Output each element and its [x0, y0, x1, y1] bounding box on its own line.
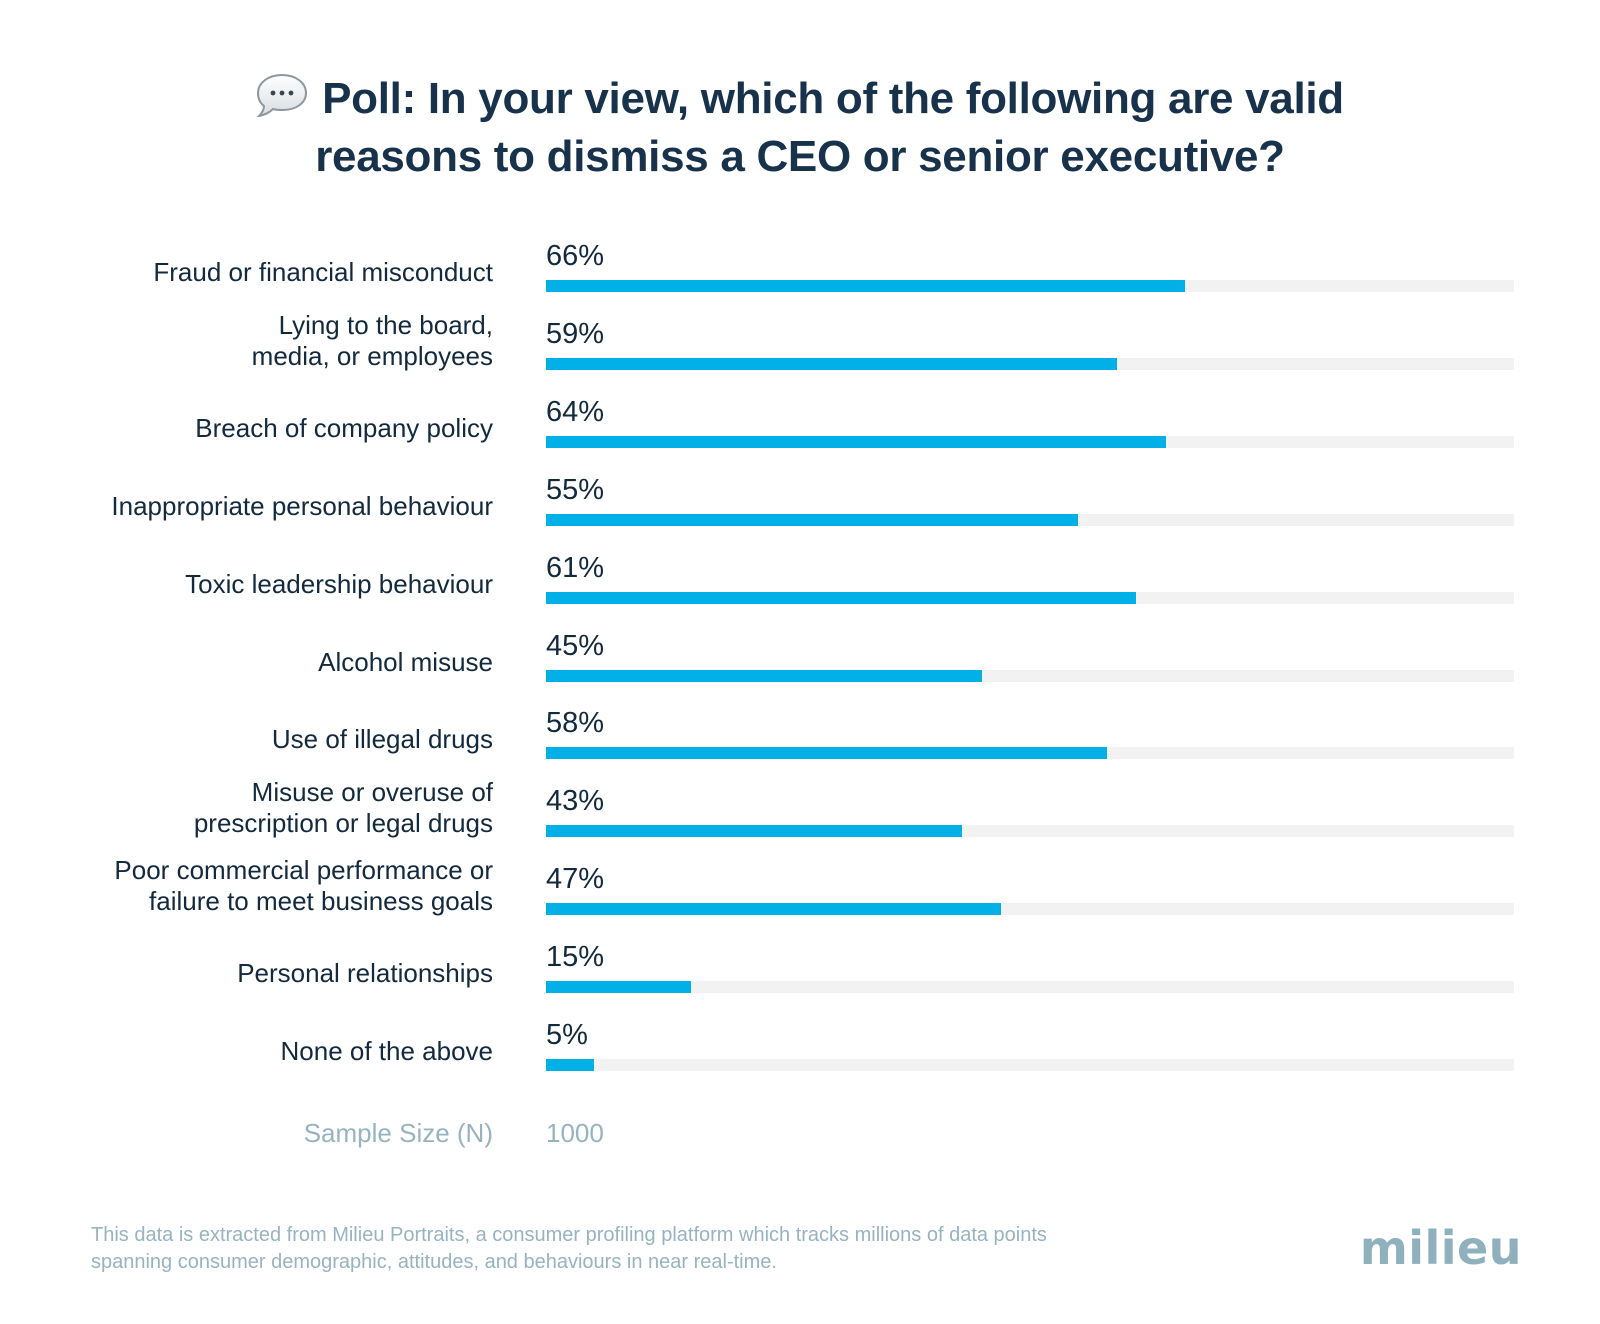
category-label: Fraud or financial misconduct [33, 257, 493, 288]
bar [546, 280, 1185, 292]
bar-track [546, 1059, 1514, 1071]
bar [546, 435, 1166, 448]
value-label: 15% [546, 941, 605, 974]
value-label: 55% [546, 473, 605, 506]
value-label: 43% [546, 785, 605, 818]
value-label: 58% [546, 707, 605, 740]
title-line-1-text: Poll: In your view, which of the followi… [322, 74, 1344, 123]
category-label: Poor commercial performance or failure to… [33, 855, 493, 917]
bar [546, 591, 1137, 604]
bar [546, 513, 1079, 526]
bar-track [546, 513, 1514, 526]
bar [546, 1059, 595, 1071]
category-label-line: Breach of company policy [195, 412, 493, 443]
category-label-line: failure to meet business goals [149, 886, 493, 917]
category-label: Alcohol misuse [33, 647, 493, 678]
footnote-line-1: This data is extracted from Milieu Portr… [91, 1224, 1047, 1246]
category-label: Inappropriate personal behaviour [33, 491, 493, 522]
bar-track [546, 591, 1514, 604]
bar-track [546, 280, 1514, 292]
bar [546, 747, 1108, 760]
value-label: 59% [546, 317, 605, 350]
category-label: Personal relationships [33, 958, 493, 989]
value-label: 45% [546, 629, 605, 662]
bar [546, 981, 692, 994]
sample-size-value: 1000 [546, 1118, 604, 1148]
value-label: 66% [546, 240, 605, 272]
category-label: Lying to the board, media, or employees [33, 310, 493, 372]
value-label: 61% [546, 551, 605, 584]
category-label: None of the above [33, 1036, 494, 1067]
category-label-line: Use of illegal drugs [271, 724, 493, 755]
bar [546, 903, 1001, 916]
category-label: Toxic leadership behaviour [33, 569, 493, 600]
bar [546, 357, 1118, 370]
category-label-line: Alcohol misuse [318, 646, 493, 677]
value-label: 5% [546, 1019, 588, 1051]
bar [546, 825, 963, 838]
bar-track [546, 747, 1514, 760]
footnote: This data is extracted from Milieu Portr… [91, 1222, 1211, 1276]
category-label: Misuse or overuse of prescription or lega… [33, 777, 493, 839]
bar-track [546, 903, 1514, 916]
category-label-line: prescription or legal drugs [193, 808, 493, 839]
category-label-line: media, or employees [251, 340, 493, 371]
title-area: Poll: In your view, which of the followi… [0, 70, 1600, 186]
title-line-2: reasons to dismiss a CEO or senior execu… [315, 132, 1285, 181]
bar-track [546, 825, 1514, 838]
speech-bubble-icon [256, 73, 308, 117]
category-label-line: Poor commercial performance or [114, 855, 493, 886]
category-label-line: None of the above [280, 1036, 494, 1066]
bar-track [546, 357, 1514, 370]
value-label: 64% [546, 395, 605, 428]
category-label: Use of illegal drugs [33, 724, 493, 755]
title-line-1: Poll: In your view, which of the followi… [0, 70, 1600, 128]
milieu-logo: milieu [1359, 1221, 1522, 1275]
bar-track [546, 981, 1514, 994]
category-label-line: Toxic leadership behaviour [185, 568, 493, 599]
category-label-line: Lying to the board, [278, 309, 493, 340]
category-label-line: Personal relationships [237, 958, 493, 989]
chart-title: Poll: In your view, which of the followi… [0, 70, 1600, 186]
bar-track [546, 435, 1514, 448]
sample-size-label: Sample Size (N) [303, 1118, 493, 1148]
bar-track [546, 669, 1514, 682]
value-label: 47% [546, 863, 605, 896]
category-label: Breach of company policy [33, 413, 493, 444]
category-label-line: Fraud or financial misconduct [153, 257, 493, 287]
footnote-line-2: spanning consumer demographic, attitudes… [91, 1251, 777, 1273]
category-label-line: Inappropriate personal behaviour [111, 490, 493, 521]
bar [546, 669, 982, 682]
category-label-line: Misuse or overuse of [251, 777, 493, 808]
